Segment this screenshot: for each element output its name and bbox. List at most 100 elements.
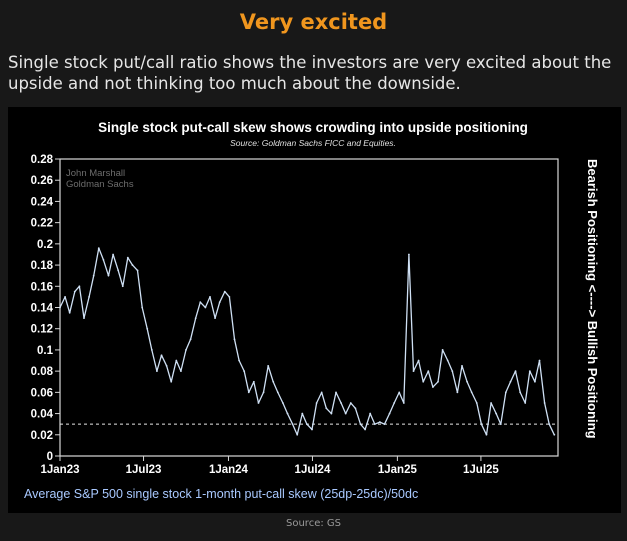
data-point [538, 359, 541, 362]
data-point [92, 274, 95, 277]
data-point [412, 370, 415, 373]
data-point [509, 380, 512, 383]
data-point [165, 364, 168, 367]
data-point [64, 295, 66, 298]
data-point [223, 290, 226, 293]
data-point [373, 423, 376, 426]
y-tick-label: 0.1 [37, 345, 54, 357]
x-tick-label: 1Jul23 [126, 464, 162, 476]
data-point [262, 391, 265, 394]
data-point [422, 380, 425, 383]
y-tick-label: 0.2 [37, 239, 53, 251]
data-point [199, 301, 202, 304]
data-point [296, 433, 299, 436]
data-point [466, 380, 468, 383]
data-point [150, 349, 153, 351]
data-point [354, 407, 357, 410]
y-tick-label: 0.16 [31, 281, 53, 293]
data-point [553, 433, 556, 436]
data-point [475, 402, 478, 404]
y-tick-label: 0.26 [31, 175, 53, 187]
data-point [388, 412, 391, 415]
data-point [141, 306, 144, 309]
chart-subtitle: Source: Goldman Sachs FICC and Equities. [230, 138, 396, 148]
data-point [238, 359, 240, 362]
y-tick-label: 0.28 [31, 154, 54, 166]
data-point [126, 256, 129, 259]
data-point [344, 412, 347, 415]
data-point [446, 359, 449, 362]
data-point [97, 247, 100, 250]
data-point [495, 412, 498, 415]
y-tick-label: 0 [47, 451, 53, 463]
data-point [160, 354, 163, 357]
data-point [136, 269, 139, 272]
data-point [209, 295, 211, 298]
data-point [121, 285, 124, 288]
data-point [320, 391, 323, 394]
chart-watermark: John Marshall Goldman Sachs [66, 168, 134, 190]
y-tick-label: 0.12 [31, 324, 53, 336]
data-point [402, 402, 405, 404]
data-point [408, 253, 410, 256]
data-point [228, 295, 231, 298]
data-point [214, 317, 216, 320]
data-point [267, 364, 270, 367]
data-point [73, 290, 76, 293]
chart-title: Single stock put-call skew shows crowdin… [98, 120, 528, 135]
x-tick-label: 1Jul24 [295, 464, 331, 476]
data-point [417, 359, 420, 362]
data-point [456, 391, 459, 394]
data-point [490, 402, 492, 404]
data-point [548, 423, 551, 426]
data-point [432, 386, 434, 388]
line-chart: Single stock put-call skew shows crowdin… [24, 120, 600, 501]
data-point [257, 402, 260, 404]
data-point [107, 274, 110, 277]
data-point [398, 391, 401, 394]
data-point [485, 433, 488, 436]
y-tick-label: 0.04 [31, 409, 54, 421]
data-point [519, 391, 522, 394]
data-point [437, 380, 439, 383]
data-point [461, 364, 463, 367]
data-point [470, 391, 473, 394]
data-point [534, 380, 536, 383]
data-point [131, 264, 134, 266]
data-point [83, 317, 85, 320]
data-point [543, 402, 546, 404]
data-point [311, 428, 313, 431]
x-tick-label: 1Jul25 [463, 464, 499, 476]
x-tick-label: 1Jan25 [378, 464, 418, 476]
data-point [383, 423, 386, 426]
y-tick-label: 0.24 [31, 196, 54, 208]
data-point [276, 391, 279, 394]
data-point [335, 391, 337, 394]
data-point [272, 380, 275, 383]
data-point [514, 370, 517, 373]
data-point [301, 412, 304, 415]
data-point [349, 402, 352, 404]
data-point [170, 380, 173, 383]
data-point [156, 370, 158, 373]
data-point [306, 423, 308, 426]
y-tick-label: 0.22 [31, 218, 53, 230]
right-axis-label: Bearish Positioning <----> Bullish Posit… [585, 159, 600, 439]
data-point [117, 269, 120, 272]
plot-frame [59, 158, 559, 457]
data-point [286, 412, 289, 415]
data-point [364, 428, 366, 431]
data-point [378, 421, 381, 423]
data-point [59, 306, 61, 309]
data-point [189, 338, 192, 341]
data-point [218, 301, 221, 304]
data-point [146, 327, 149, 330]
data-point [359, 423, 362, 426]
y-tick-label: 0.08 [31, 366, 54, 378]
data-point [88, 295, 90, 298]
data-point [243, 370, 246, 373]
data-point [112, 253, 114, 256]
data-point [451, 370, 454, 373]
data-point [504, 391, 507, 394]
x-tick-label: 1Jan23 [40, 464, 79, 476]
